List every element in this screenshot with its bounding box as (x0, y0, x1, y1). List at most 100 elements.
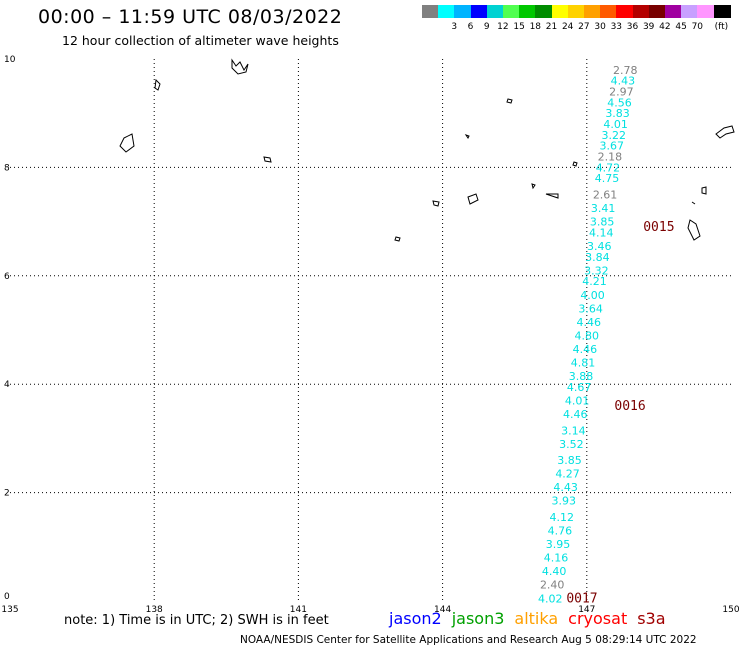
lon-tick-label: 150 (722, 605, 739, 615)
legend-jason3: jason3 (451, 609, 505, 628)
wave-height-value: 3.83 (605, 107, 630, 120)
colorbar-swatch (422, 5, 439, 18)
colorbar-label: 36 (626, 22, 639, 32)
island-outline (545, 193, 559, 199)
lon-tick-label: 144 (434, 605, 451, 615)
colorbar-swatch (567, 5, 585, 18)
legend-s3a: s3a (637, 609, 666, 628)
colorbar-swatch (665, 5, 682, 18)
wave-height-value: 3.52 (559, 438, 584, 451)
wave-height-value: 4.46 (576, 316, 601, 329)
map-title: 00:00 – 11:59 UTC 08/03/2022 (38, 6, 343, 28)
wave-height-value: 4.16 (544, 552, 569, 565)
wave-height-value: 3.88 (569, 370, 594, 383)
colorbar-swatch (648, 5, 666, 18)
wave-height-value: 3.93 (551, 495, 576, 508)
wave-height-value: 2.61 (593, 189, 618, 202)
wave-height-value: 3.22 (601, 129, 626, 142)
colorbar-swatch (503, 5, 520, 18)
island-outline (154, 78, 161, 91)
wave-height-value: 2.40 (540, 579, 565, 592)
wave-height-value: 4.76 (548, 525, 573, 538)
island-outline (506, 98, 513, 104)
wave-height-value: 3.85 (590, 216, 615, 229)
wave-height-value: 3.41 (591, 202, 616, 215)
credit-line: NOAA/NESDIS Center for Satellite Applica… (240, 634, 697, 646)
colorbar-swatch (519, 5, 537, 18)
lat-tick-label: 4 (4, 380, 10, 390)
colorbar-swatch (551, 5, 569, 18)
wave-height-value: 4.46 (573, 343, 598, 356)
colorbar-label: 30 (594, 22, 606, 32)
colorbar-label: 6 (467, 22, 474, 32)
island-outline (432, 200, 440, 207)
island-outline (467, 193, 479, 205)
time-label: 0016 (614, 399, 645, 414)
wave-height-value: 4.72 (596, 161, 621, 174)
legend-jason2: jason2 (389, 609, 442, 628)
island-outline (119, 133, 135, 153)
colorbar-label: 33 (610, 22, 623, 32)
satellite-legend: jason2 jason3 altika cryosat s3a (389, 609, 676, 628)
wave-height-value: 4.00 (580, 289, 605, 302)
island-outline (531, 183, 536, 190)
lon-tick-label: 135 (1, 605, 18, 615)
island-outline (715, 125, 735, 139)
colorbar-swatch (632, 5, 650, 18)
wave-height-value: 4.21 (582, 275, 607, 288)
wave-height-value: 3.32 (584, 264, 609, 277)
colorbar-label: 27 (578, 22, 590, 32)
colorbar-label: 42 (659, 22, 671, 32)
wave-height-value: 4.01 (565, 394, 590, 407)
colorbar-swatch (454, 5, 472, 18)
lat-tick-label: 10 (4, 55, 16, 65)
colorbar-swatch (486, 5, 504, 18)
island-outline (231, 58, 249, 75)
colorbar-label: 24 (561, 22, 574, 32)
island-outline (263, 156, 272, 163)
colorbar-label: 3 (451, 22, 458, 32)
wave-height-value: 4.81 (571, 357, 596, 370)
colorbar-label: 45 (675, 22, 687, 32)
legend-altika: altika (514, 609, 559, 628)
lat-tick-label: 8 (4, 163, 10, 173)
wave-height-value: 4.01 (603, 118, 628, 131)
legend-cryosat: cryosat (568, 609, 628, 628)
colorbar-label: 70 (691, 22, 704, 32)
wave-height-value: 4.27 (555, 468, 580, 481)
wave-height-value: 3.46 (587, 240, 612, 253)
colorbar-label: 9 (483, 22, 490, 32)
wave-height-value: 4.43 (611, 75, 636, 88)
colorbar-label: 18 (529, 22, 542, 32)
wave-height-value: 2.18 (598, 151, 623, 164)
colorbar-label: 39 (642, 22, 655, 32)
lat-tick-label: 2 (4, 489, 10, 499)
wave-height-value: 3.84 (585, 251, 610, 264)
colorbar-swatch (600, 5, 618, 18)
wave-height-value: 4.67 (567, 381, 592, 394)
time-label: 0017 (566, 591, 597, 606)
wave-height-value: 4.02 (538, 592, 563, 605)
wave-height-value: 2.97 (609, 86, 634, 99)
colorbar-label: 15 (513, 22, 525, 32)
wave-height-value: 3.14 (561, 424, 586, 437)
wave-height-value: 3.67 (600, 140, 625, 153)
colorbar-swatch (681, 5, 699, 18)
wave-height-value: 2.78 (613, 64, 638, 77)
colorbar-label: 21 (545, 22, 558, 32)
wave-height-value: 4.40 (542, 565, 567, 578)
island-outline (464, 134, 470, 139)
island-outline (572, 161, 578, 167)
colorbar-swatch (470, 5, 488, 18)
colorbar-swatch (535, 5, 553, 18)
lat-tick-label: 0 (4, 592, 10, 602)
wave-height-value: 3.95 (546, 538, 571, 551)
lat-tick-label: 6 (4, 272, 10, 282)
colorbar-label: 12 (497, 22, 509, 32)
wave-height-value: 4.80 (575, 329, 600, 342)
island-outline (701, 186, 707, 195)
wave-height-value: 4.14 (589, 226, 614, 239)
colorbar-unit: (ft) (714, 22, 729, 32)
colorbar-swatch (713, 5, 731, 18)
